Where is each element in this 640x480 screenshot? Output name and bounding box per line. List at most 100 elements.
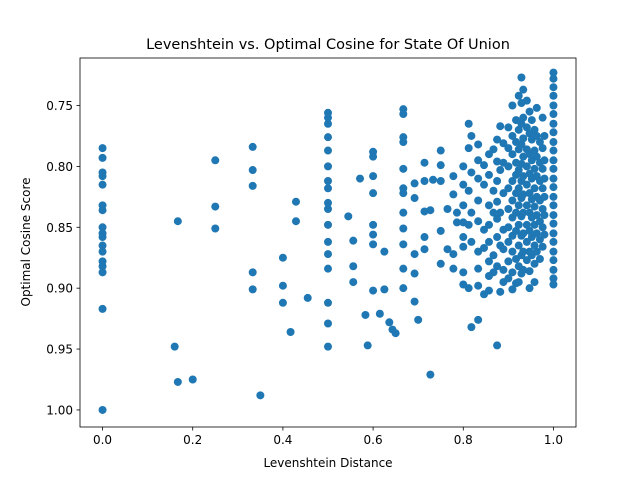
point	[532, 152, 541, 161]
point	[98, 233, 107, 242]
point	[519, 208, 528, 217]
point	[420, 177, 429, 185]
point	[474, 315, 483, 324]
x-tick-label: 0.0	[93, 433, 112, 447]
point	[549, 146, 558, 155]
point	[535, 217, 544, 226]
point	[499, 245, 508, 254]
point	[349, 262, 358, 271]
point	[324, 264, 332, 273]
point	[525, 284, 534, 293]
point	[248, 166, 257, 175]
point	[525, 267, 534, 276]
point	[399, 189, 408, 198]
point	[449, 190, 458, 199]
point	[464, 284, 473, 293]
point	[436, 146, 445, 155]
point	[211, 202, 220, 211]
point	[540, 174, 549, 183]
point	[549, 247, 558, 256]
y-tick-label: 0.95	[46, 343, 73, 357]
x-tick-label: 0.2	[183, 433, 202, 447]
point	[278, 281, 287, 290]
point	[538, 144, 547, 153]
point	[504, 257, 513, 266]
point	[508, 150, 517, 159]
point	[98, 206, 107, 215]
point	[420, 233, 429, 242]
point	[549, 256, 558, 265]
point	[522, 162, 531, 171]
point	[549, 237, 558, 246]
point	[426, 206, 435, 215]
point	[499, 265, 508, 274]
point	[256, 391, 265, 400]
point	[420, 245, 429, 254]
point	[291, 197, 300, 206]
y-axis-label: Optimal Cosine Score	[19, 177, 33, 306]
point	[464, 186, 473, 195]
point	[324, 177, 332, 185]
y-tick-label: 0.75	[46, 99, 73, 113]
point	[464, 119, 473, 128]
point	[399, 284, 408, 293]
point	[480, 243, 489, 252]
point	[525, 226, 534, 235]
point	[522, 123, 531, 132]
point	[484, 201, 493, 210]
point	[517, 73, 526, 82]
point	[514, 220, 523, 229]
point	[480, 225, 489, 234]
point	[493, 135, 502, 144]
point	[540, 131, 549, 140]
point	[489, 208, 498, 217]
point	[420, 158, 429, 167]
point	[499, 189, 508, 198]
point	[436, 161, 445, 170]
point	[399, 224, 408, 233]
x-tick-label: 0.4	[273, 433, 292, 447]
point	[452, 208, 461, 217]
point	[489, 268, 498, 277]
point	[324, 205, 332, 214]
point	[549, 74, 558, 83]
point	[549, 164, 558, 173]
point	[504, 184, 513, 193]
point	[504, 223, 513, 232]
point	[98, 180, 107, 189]
point	[324, 184, 332, 193]
point	[540, 192, 549, 201]
point	[324, 250, 332, 259]
point	[467, 208, 476, 217]
point	[474, 247, 483, 256]
point	[391, 329, 400, 338]
point	[532, 229, 541, 238]
point	[324, 119, 332, 128]
point	[484, 237, 493, 246]
point	[474, 196, 483, 205]
point	[489, 145, 498, 154]
point	[399, 208, 408, 217]
point	[324, 113, 332, 122]
point	[549, 101, 558, 110]
point	[484, 286, 493, 295]
point	[410, 179, 419, 188]
point	[538, 223, 547, 232]
point	[369, 152, 378, 161]
point	[514, 184, 523, 193]
point	[549, 156, 558, 165]
point	[519, 190, 528, 199]
point	[504, 205, 513, 214]
point	[98, 223, 107, 232]
point	[549, 110, 558, 119]
point	[98, 144, 107, 153]
point	[211, 156, 220, 165]
point	[410, 297, 419, 306]
point	[98, 241, 107, 250]
point	[410, 194, 419, 203]
point	[532, 131, 541, 140]
point	[514, 166, 523, 175]
point	[496, 166, 505, 175]
point	[278, 298, 287, 307]
